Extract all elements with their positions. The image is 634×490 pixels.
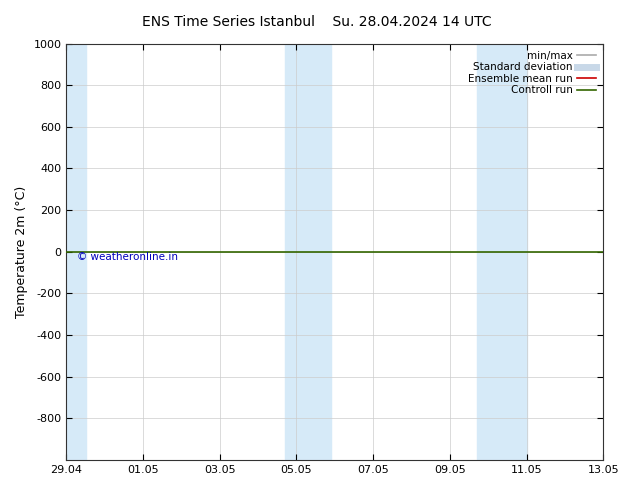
Legend: min/max, Standard deviation, Ensemble mean run, Controll run: min/max, Standard deviation, Ensemble me… (466, 49, 598, 98)
Bar (477, 44, 500, 460)
Bar (285, 44, 308, 460)
Text: ENS Time Series Istanbul    Su. 28.04.2024 14 UTC: ENS Time Series Istanbul Su. 28.04.2024 … (142, 15, 492, 29)
Text: © weatheronline.in: © weatheronline.in (77, 252, 178, 262)
Y-axis label: Temperature 2m (°C): Temperature 2m (°C) (15, 186, 28, 318)
Bar (308, 44, 331, 460)
Bar (500, 44, 526, 460)
Bar (63, 44, 86, 460)
